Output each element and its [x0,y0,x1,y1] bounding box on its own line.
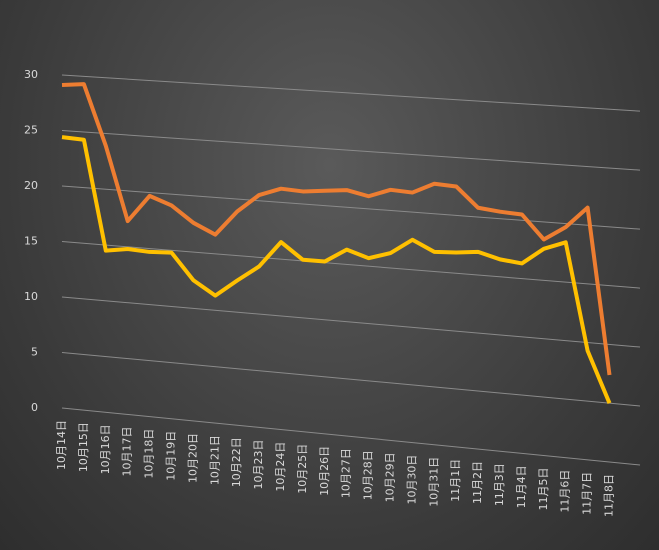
x-tick-label: 10月18日 [143,429,156,479]
x-tick-label: 10月14日 [55,420,68,470]
series-line [61,135,612,404]
x-tick-label: 11月2日 [471,461,484,504]
y-tick-label: 20 [24,179,38,192]
x-tick-label: 10月25日 [296,444,309,494]
x-tick-label: 11月7日 [581,472,594,515]
x-tick-label: 10月23日 [252,439,265,489]
x-tick-label: 10月29日 [384,452,397,502]
series-line [61,82,612,376]
x-tick-label: 10月21日 [208,435,221,485]
grid-line [61,241,641,289]
x-tick-label: 11月4日 [515,465,528,508]
x-tick-label: 10月15日 [77,422,90,472]
x-tick-label: 10月26日 [318,446,331,496]
x-tick-label: 10月31日 [427,457,440,507]
x-tick-label: 10月22日 [230,437,243,487]
x-tick-label: 10月27日 [340,448,353,498]
x-tick-label: 10月19日 [165,431,178,481]
grid-line [61,352,641,407]
grid-line [61,74,641,112]
grid-line [61,130,641,171]
y-tick-label: 25 [24,124,38,137]
x-tick-label: 11月3日 [493,463,506,506]
x-tick-label: 10月16日 [99,424,112,474]
x-tick-label: 10月24日 [274,442,287,492]
x-tick-label: 11月1日 [449,459,462,502]
grid-line [61,185,641,230]
x-tick-label: 10月17日 [121,426,134,476]
x-tick-label: 10月20日 [186,433,199,483]
y-tick-label: 0 [31,401,38,414]
grid-line [61,407,641,466]
x-tick-label: 11月8日 [603,474,616,517]
y-tick-label: 5 [31,346,38,359]
x-tick-label: 10月30日 [405,455,418,505]
y-tick-label: 30 [24,68,38,81]
y-tick-label: 10 [24,290,38,303]
grid-line [61,296,641,348]
y-tick-label: 15 [24,235,38,248]
x-tick-label: 10月28日 [362,450,375,500]
x-tick-label: 11月6日 [559,470,572,513]
x-tick-label: 11月5日 [537,468,550,511]
